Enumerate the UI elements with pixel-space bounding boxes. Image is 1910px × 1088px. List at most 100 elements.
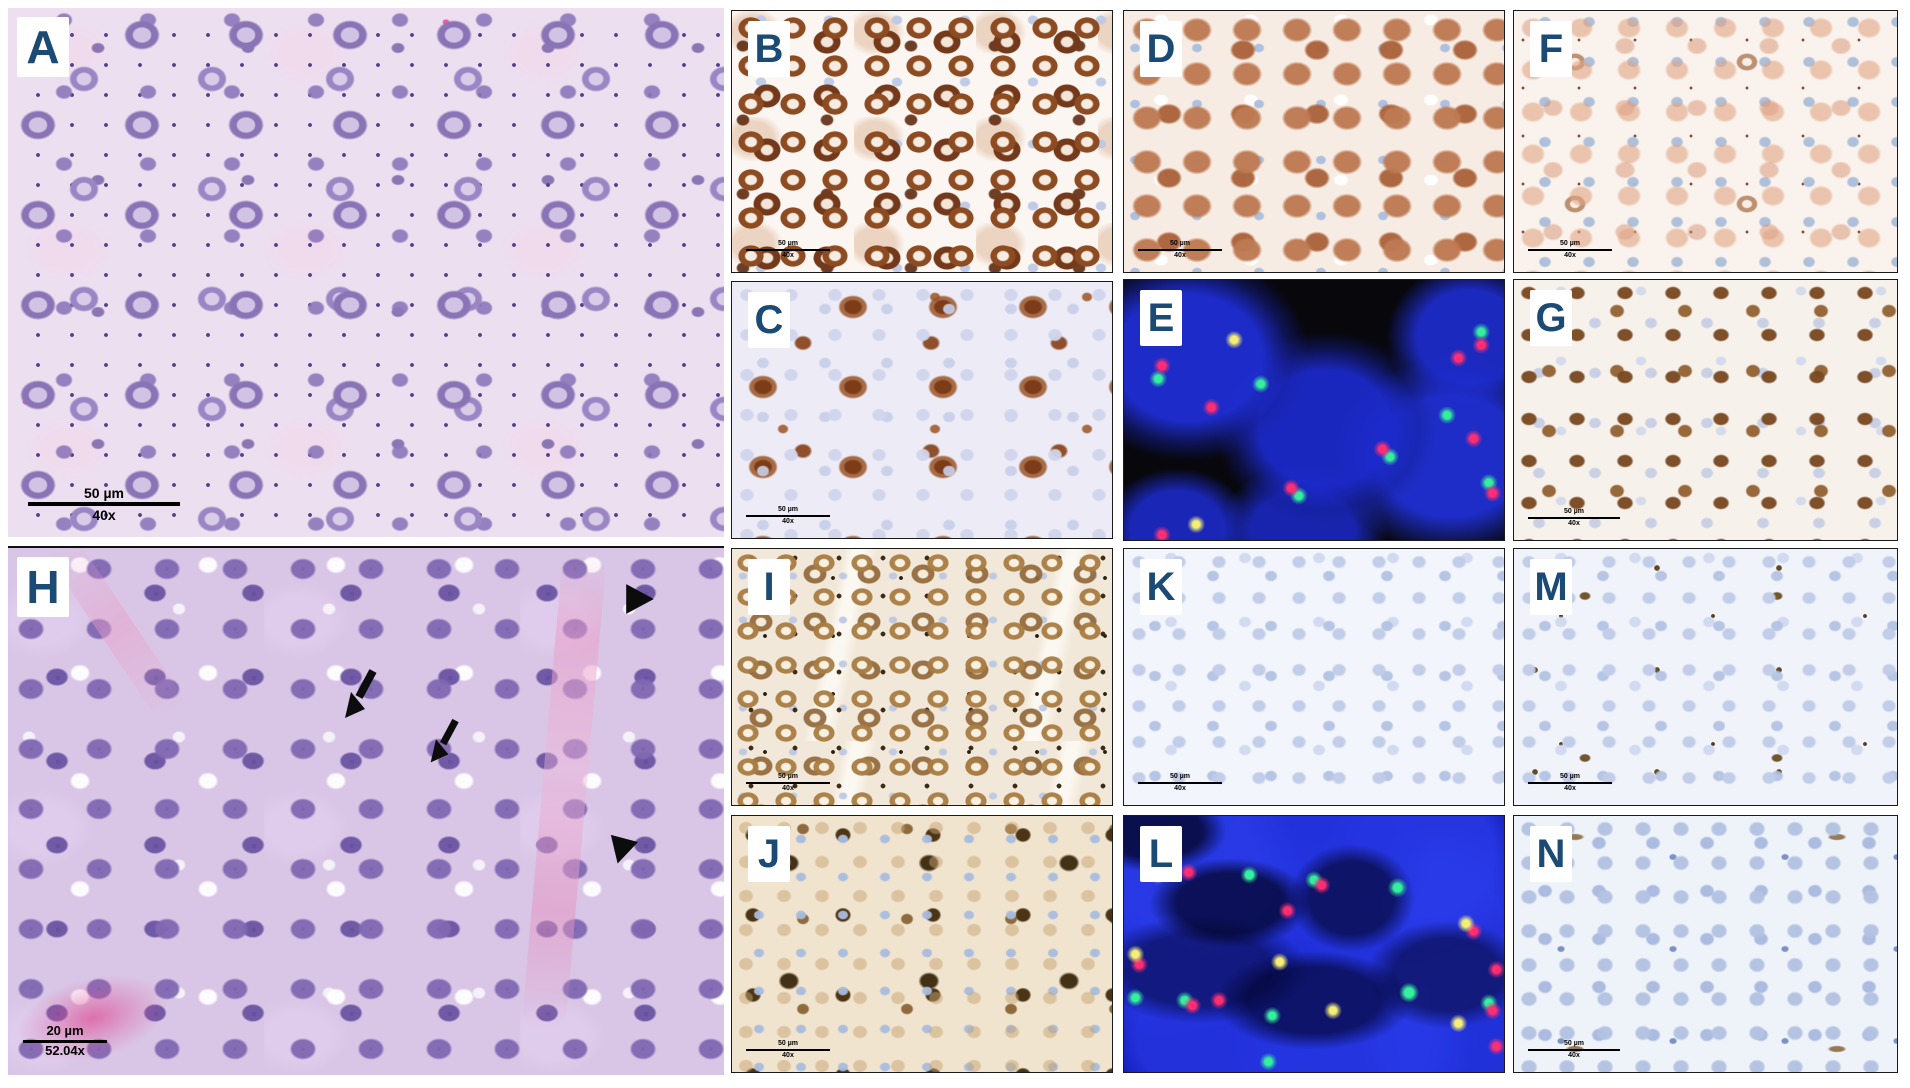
- panel-D-scalebar: 50 µm 40x: [1138, 240, 1222, 260]
- panel-J-scalebar-line: [746, 1048, 830, 1051]
- panel-J-letter: J: [757, 832, 781, 876]
- panel-B-scalebar: 50 µm 40x: [746, 240, 830, 260]
- panel-F-scalebar-line: [1528, 248, 1612, 251]
- panel-F-scalebar: 50 µm 40x: [1528, 240, 1612, 260]
- micrograph-A-he-image: [8, 8, 724, 537]
- panel-D-label-badge: D: [1140, 21, 1182, 77]
- panel-F-letter: F: [1538, 27, 1564, 71]
- panel-I-magnification: 40x: [782, 784, 794, 792]
- panel-K-letter: K: [1146, 565, 1176, 609]
- panel-L-letter: L: [1148, 832, 1174, 876]
- panel-M-scalebar-line: [1528, 781, 1612, 784]
- panel-B-label-badge: B: [748, 21, 790, 77]
- panel-B-scalebar-line: [746, 248, 830, 251]
- panel-K-scalebar-line: [1138, 781, 1222, 784]
- panel-C: C 50 µm 40x: [731, 281, 1113, 539]
- panel-I-label-badge: I: [748, 559, 790, 615]
- arrow-icon: [428, 716, 460, 766]
- micrograph-L-fish-image: [1124, 816, 1504, 1072]
- panel-H-letter: H: [26, 561, 60, 613]
- panel-C-scale-length: 50 µm: [778, 505, 798, 513]
- micrograph-N-ihc-image: [1514, 816, 1897, 1072]
- micrograph-K-ihc-image: [1124, 549, 1504, 805]
- panel-J-label-badge: J: [748, 826, 790, 882]
- panel-G: G 50 µm 40x: [1513, 279, 1898, 541]
- panel-C-scalebar: 50 µm 40x: [746, 506, 830, 526]
- panel-C-label-badge: C: [748, 292, 790, 348]
- panel-L-label-badge: L: [1140, 826, 1182, 882]
- panel-I-letter: I: [763, 565, 775, 609]
- panel-E: E: [1123, 279, 1505, 541]
- panel-D: D 50 µm 40x: [1123, 10, 1505, 273]
- micrograph-G-ihc-image: [1514, 280, 1897, 540]
- panel-I-scalebar-line: [746, 781, 830, 784]
- panel-G-scalebar-line: [1528, 516, 1620, 519]
- panel-F-magnification: 40x: [1564, 251, 1576, 259]
- micrograph-C-ihc-image: [732, 282, 1112, 538]
- panel-N-scalebar-line: [1528, 1048, 1620, 1051]
- panel-K-magnification: 40x: [1174, 784, 1186, 792]
- panel-B-scale-length: 50 µm: [778, 239, 798, 247]
- arrow-icon: [342, 666, 378, 722]
- panel-M-magnification: 40x: [1564, 784, 1576, 792]
- panel-H-scale-length: 20 µm: [46, 1023, 84, 1039]
- panel-D-magnification: 40x: [1174, 251, 1186, 259]
- panel-C-scalebar-line: [746, 514, 830, 517]
- panel-G-scalebar: 50 µm 40x: [1528, 508, 1620, 528]
- panel-I-scalebar: 50 µm 40x: [746, 773, 830, 793]
- micrograph-F-ihc-image: [1514, 11, 1897, 272]
- panel-D-scale-length: 50 µm: [1170, 239, 1190, 247]
- panel-H-label-badge: H: [17, 557, 69, 617]
- panel-J-magnification: 40x: [782, 1051, 794, 1059]
- panel-N-letter: N: [1536, 832, 1566, 876]
- panel-A-scalebar: 50 µm 40x: [28, 485, 180, 523]
- panel-D-letter: D: [1146, 27, 1176, 71]
- panel-F-label-badge: F: [1530, 21, 1572, 77]
- arrowhead-icon: [601, 832, 642, 870]
- panel-H-magnification: 52.04x: [45, 1043, 85, 1059]
- micrograph-M-ihc-image: [1514, 549, 1897, 805]
- panel-E-letter: E: [1147, 296, 1175, 340]
- panel-G-letter: G: [1535, 296, 1567, 340]
- panel-G-scale-length: 50 µm: [1564, 507, 1584, 515]
- panel-H: H 20 µm 52.04x: [8, 546, 724, 1075]
- panel-K-scale-length: 50 µm: [1170, 772, 1190, 780]
- arrowhead-icon: [624, 582, 656, 616]
- panel-H-scalebar-line: [23, 1040, 107, 1044]
- panel-J-scalebar: 50 µm 40x: [746, 1040, 830, 1060]
- panel-N-magnification: 40x: [1568, 1051, 1580, 1059]
- micrograph-J-ihc-image: [732, 816, 1112, 1072]
- panel-K-label-badge: K: [1140, 559, 1182, 615]
- panel-D-scalebar-line: [1138, 248, 1222, 251]
- panel-N-label-badge: N: [1530, 826, 1572, 882]
- panel-B-magnification: 40x: [782, 251, 794, 259]
- panel-A-scale-length: 50 µm: [84, 484, 124, 501]
- panel-K: K 50 µm 40x: [1123, 548, 1505, 806]
- panel-A-letter: A: [26, 21, 60, 73]
- panel-A: A 50 µm 40x: [8, 8, 724, 537]
- panel-B: B 50 µm 40x: [731, 10, 1113, 273]
- panel-J: J 50 µm 40x: [731, 815, 1113, 1073]
- panel-L: L: [1123, 815, 1505, 1073]
- panel-G-label-badge: G: [1530, 290, 1572, 346]
- panel-E-label-badge: E: [1140, 290, 1182, 346]
- panel-N: N 50 µm 40x: [1513, 815, 1898, 1073]
- panel-M-label-badge: M: [1530, 559, 1572, 615]
- panel-H-scalebar: 20 µm 52.04x: [23, 1023, 107, 1059]
- micrograph-D-ihc-image: [1124, 11, 1504, 272]
- panel-A-magnification: 40x: [92, 506, 116, 523]
- panel-M-letter: M: [1534, 565, 1568, 609]
- panel-G-magnification: 40x: [1568, 519, 1580, 527]
- panel-J-scale-length: 50 µm: [778, 1039, 798, 1047]
- micrograph-B-ihc-image: [732, 11, 1112, 272]
- micrograph-E-fish-image: [1124, 280, 1504, 540]
- panel-I-scale-length: 50 µm: [778, 772, 798, 780]
- panel-C-letter: C: [754, 298, 784, 342]
- micrograph-I-ihc-image: [732, 549, 1112, 805]
- panel-N-scale-length: 50 µm: [1564, 1039, 1584, 1047]
- panel-F: F 50 µm 40x: [1513, 10, 1898, 273]
- panel-M: M 50 µm 40x: [1513, 548, 1898, 806]
- panel-A-scalebar-line: [28, 501, 180, 506]
- panel-N-scalebar: 50 µm 40x: [1528, 1040, 1620, 1060]
